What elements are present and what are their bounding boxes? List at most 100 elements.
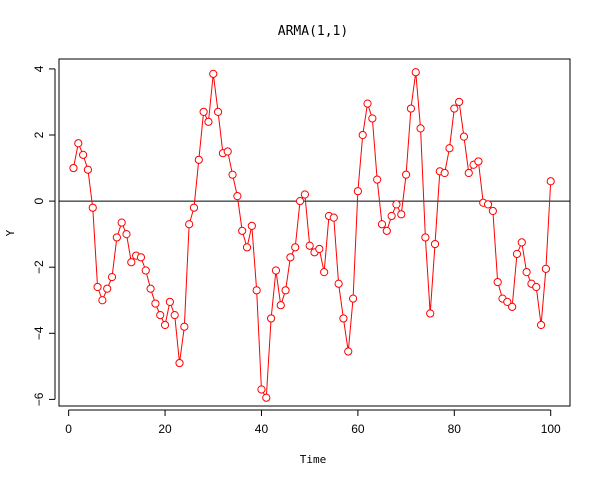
data-point (199, 107, 208, 116)
data-point (136, 253, 146, 262)
data-point (252, 286, 261, 295)
x-tick-label: 40 (255, 422, 269, 436)
data-point (416, 124, 425, 133)
data-point (238, 226, 247, 235)
x-tick-label: 80 (448, 422, 462, 436)
data-point (339, 314, 348, 323)
data-point (170, 311, 179, 320)
y-tick-label: −6 (32, 392, 46, 406)
data-point (156, 311, 165, 320)
data-point (392, 200, 401, 209)
data-point (397, 210, 406, 219)
data-point (488, 206, 497, 216)
data-point (373, 175, 382, 184)
data-point (426, 309, 435, 318)
data-point (228, 170, 237, 179)
data-point (189, 203, 199, 212)
data-point (305, 241, 314, 250)
data-point (536, 320, 546, 330)
data-point (406, 104, 416, 113)
data-point (267, 314, 276, 323)
data-point (382, 226, 391, 235)
data-point (281, 286, 290, 295)
data-point (209, 69, 218, 78)
data-point (175, 358, 184, 368)
data-point (257, 385, 266, 394)
data-point (160, 320, 170, 330)
data-point (421, 233, 430, 242)
data-point (69, 163, 78, 173)
data-point (464, 168, 473, 178)
x-tick-label: 60 (351, 422, 365, 436)
data-point (83, 165, 93, 174)
data-point (262, 393, 271, 402)
y-tick-label: 0 (32, 197, 46, 204)
data-point (368, 114, 377, 123)
data-point (276, 301, 285, 310)
data-point (93, 282, 102, 292)
data-point (440, 168, 449, 178)
data-point (107, 273, 117, 282)
data-point (474, 157, 483, 166)
data-point (411, 68, 420, 77)
data-point (98, 296, 107, 305)
x-axis-label: Time (300, 453, 327, 466)
data-point (546, 177, 555, 186)
data-point (377, 220, 387, 229)
data-point (532, 282, 541, 292)
data-point (295, 197, 305, 206)
data-point (353, 187, 362, 196)
data-point (512, 249, 522, 259)
y-tick-label: −2 (32, 260, 46, 274)
data-point (103, 284, 112, 293)
data-point (450, 104, 459, 113)
data-point (483, 200, 493, 209)
data-point (247, 221, 256, 230)
data-point (194, 155, 203, 164)
data-point (223, 147, 232, 156)
data-point (541, 264, 551, 273)
data-point (213, 107, 223, 116)
series-layer (69, 68, 555, 402)
data-point (233, 192, 242, 201)
data-point (146, 284, 155, 293)
data-point (112, 233, 121, 242)
data-point (300, 190, 309, 199)
y-axis-label: Y (4, 229, 17, 236)
data-point (348, 294, 358, 303)
data-point (271, 266, 281, 275)
data-point (286, 253, 295, 262)
data-point (79, 150, 88, 159)
data-point (387, 211, 396, 221)
y-axis: −6 −4 −2 0 2 4 (32, 65, 56, 406)
data-point (320, 268, 329, 277)
data-point (88, 203, 97, 212)
x-tick-label: 0 (65, 422, 72, 436)
chart-title: ARMA(1,1) (278, 24, 348, 39)
data-point (315, 244, 324, 254)
x-tick-label: 100 (541, 422, 561, 436)
data-point (74, 139, 83, 148)
plot-area-frame (58, 58, 571, 407)
data-point (180, 322, 189, 331)
y-tick-label: 2 (32, 131, 46, 138)
data-point (455, 97, 464, 107)
data-point (122, 230, 131, 239)
data-point (344, 347, 353, 356)
data-point (522, 268, 531, 277)
data-point (117, 218, 126, 227)
data-point (358, 130, 367, 140)
data-point (503, 297, 512, 306)
data-point (127, 258, 136, 267)
data-point (329, 213, 338, 222)
data-point (204, 117, 213, 126)
data-point (141, 266, 150, 275)
data-point (363, 99, 372, 108)
data-point (493, 277, 502, 287)
x-tick-label: 20 (158, 422, 172, 436)
y-tick-label: 4 (32, 65, 46, 72)
data-point (334, 279, 343, 288)
data-point (430, 239, 440, 249)
data-point (291, 243, 300, 252)
data-point (508, 302, 517, 311)
